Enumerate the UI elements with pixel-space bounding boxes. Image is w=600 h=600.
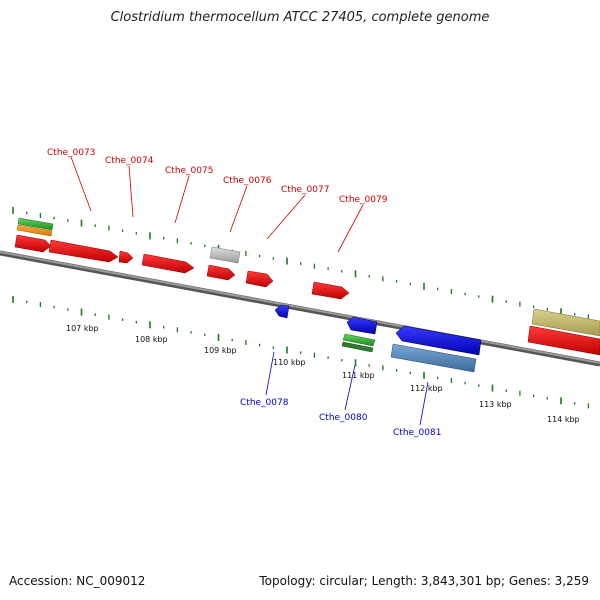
scale-label: 114 kbp: [547, 415, 580, 424]
scale-label: 111 kbp: [342, 371, 375, 380]
gene-feature-khaki[interactable]: [531, 308, 600, 337]
gene-feature-cthe-0081-steel[interactable]: [390, 343, 477, 373]
gene-label-cthe-0079[interactable]: Cthe_0079: [339, 195, 388, 205]
leader-line-cthe-0073: [70, 156, 92, 212]
gene-feature-cthe-0078[interactable]: [274, 304, 290, 319]
scale-labels: 107 kbp 108 kbp 109 kbp 110 kbp 111 kbp …: [66, 324, 580, 424]
inner-tick-track: [12, 295, 590, 409]
reverse-gene-labels: Cthe_0078 Cthe_0080 Cthe_0081: [240, 351, 441, 438]
scale-label: 112 kbp: [410, 384, 443, 393]
gene-feature-cthe-0074b[interactable]: [118, 250, 134, 264]
gene-label-cthe-0081[interactable]: Cthe_0081: [393, 428, 441, 438]
gene-label-cthe-0074[interactable]: Cthe_0074: [105, 156, 154, 166]
reverse-strand-features: [274, 304, 482, 373]
gene-feature-cthe-0081-blue[interactable]: [395, 325, 482, 356]
leader-line-cthe-0075: [174, 175, 190, 224]
genome-backbone-highlight: [0, 251, 600, 364]
gene-feature-cthe-0076-gray[interactable]: [209, 246, 241, 264]
gene-label-cthe-0073[interactable]: Cthe_0073: [47, 148, 95, 158]
genome-summary-text: Topology: circular; Length: 3,843,301 bp…: [259, 574, 589, 588]
scale-label: 108 kbp: [135, 335, 168, 344]
gene-feature-cthe-0080-green[interactable]: [342, 333, 376, 347]
gene-label-cthe-0078[interactable]: Cthe_0078: [240, 398, 289, 408]
leader-line-cthe-0076: [229, 185, 248, 233]
gene-feature-cthe-0079[interactable]: [311, 281, 350, 300]
scale-label: 113 kbp: [479, 400, 512, 409]
gene-label-cthe-0076[interactable]: Cthe_0076: [223, 176, 272, 186]
gene-feature-orange[interactable]: [16, 224, 53, 237]
gene-feature-green[interactable]: [17, 217, 54, 231]
leader-line-cthe-0077: [266, 194, 306, 240]
accession-text: Accession: NC_009012: [9, 574, 146, 588]
scale-label: 109 kbp: [204, 346, 237, 355]
gene-feature-cthe-0080-darkgreen[interactable]: [341, 341, 374, 353]
forward-strand-features: [14, 217, 600, 356]
map-title: Clostridium thermocellum ATCC 27405, com…: [110, 10, 490, 25]
gene-feature-cthe-0075[interactable]: [141, 253, 195, 274]
outer-tick-track: [12, 206, 590, 320]
gene-feature-red-right[interactable]: [527, 325, 600, 356]
leader-line-cthe-0074: [128, 165, 134, 218]
gene-label-cthe-0080[interactable]: Cthe_0080: [319, 413, 368, 423]
leader-line-cthe-0081: [419, 381, 429, 426]
leader-line-cthe-0078: [265, 351, 275, 396]
forward-gene-labels: Cthe_0073 Cthe_0074 Cthe_0075 Cthe_0076 …: [47, 148, 388, 253]
gene-label-cthe-0077[interactable]: Cthe_0077: [281, 185, 329, 195]
scale-label: 107 kbp: [66, 324, 99, 333]
gene-feature-cthe-0080-blue[interactable]: [346, 316, 378, 335]
leader-line-cthe-0079: [337, 204, 364, 253]
scale-label: 110 kbp: [273, 358, 306, 367]
leader-line-cthe-0080: [344, 364, 356, 411]
gene-feature-cthe-0073[interactable]: [14, 234, 52, 253]
gene-label-cthe-0075[interactable]: Cthe_0075: [165, 166, 213, 176]
gene-feature-cthe-0077[interactable]: [245, 270, 274, 288]
gene-feature-cthe-0074[interactable]: [48, 239, 119, 263]
gene-feature-cthe-0076[interactable]: [206, 264, 236, 281]
